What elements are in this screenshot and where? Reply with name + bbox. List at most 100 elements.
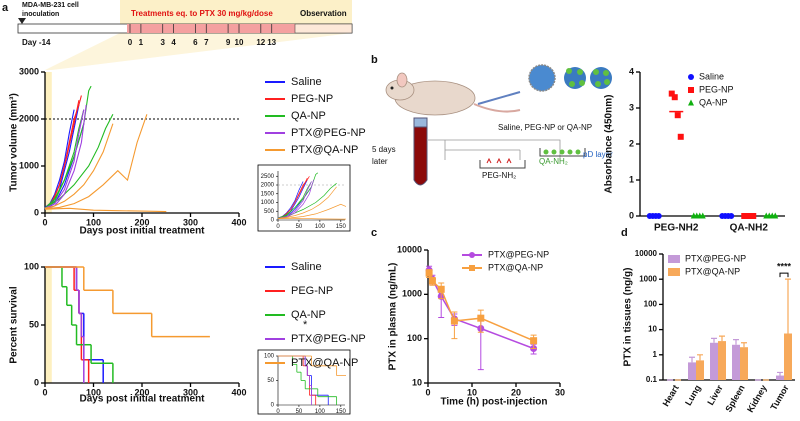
day-label: 12 — [256, 38, 265, 47]
category-label: QA-NH2 — [730, 223, 769, 234]
injection-arrow — [477, 91, 521, 105]
schematic-arrows — [428, 139, 561, 160]
x-tick-label: 150 — [336, 409, 347, 415]
legend-label: QA-NP — [699, 97, 728, 107]
day-label: 6 — [193, 38, 198, 47]
treatment-label: Treatments eq. to PTX 30 mg/kg/dose — [131, 9, 273, 18]
y-tick-label: 0 — [34, 377, 39, 387]
y-axis-label: Tumor volume (mm³) — [9, 93, 20, 192]
x-tick-label: 20 — [511, 388, 521, 398]
inset-frame — [257, 349, 351, 415]
y-tick-label: 50 — [29, 319, 39, 329]
zoom-funnel — [45, 33, 352, 70]
legend-label: PTX@PEG-NP — [488, 249, 549, 259]
x-tick-label: 10 — [467, 388, 477, 398]
y-tick-label: 1 — [629, 174, 634, 184]
y-tick-label: 2000 — [19, 113, 39, 123]
legend-swatch — [668, 268, 680, 276]
legend-label: PTX@PEG-NP — [291, 333, 366, 345]
data-point — [677, 133, 684, 140]
y-tick-label: 3000 — [19, 66, 39, 76]
legend-marker — [688, 87, 694, 93]
inset-frame — [257, 164, 351, 232]
legend-label: PEG-NP — [291, 93, 333, 105]
category-label: Liver — [705, 383, 725, 407]
x-tick-label: 100 — [86, 218, 101, 228]
legend-label: PTX@QA-NP — [291, 357, 358, 369]
legend-label: PTX@QA-NP — [685, 266, 740, 276]
x-tick-label: 150 — [336, 224, 347, 230]
data-point — [437, 285, 445, 293]
legend-swatch — [668, 255, 680, 263]
error-bar — [697, 354, 703, 361]
x-tick-label: 400 — [231, 218, 246, 228]
tumor-curve — [278, 181, 312, 219]
tumor-curve — [44, 109, 85, 209]
legend-label: Saline — [291, 261, 322, 273]
treatment-bar — [127, 24, 295, 33]
series-line — [428, 269, 534, 350]
x-tick-label: 50 — [296, 224, 303, 230]
category-label: Spleen — [723, 383, 746, 414]
y-tick-label: 10000 — [635, 249, 658, 258]
blood-tube — [413, 117, 428, 186]
annotation: **** — [777, 261, 792, 271]
data-point — [674, 112, 681, 119]
day-label: 4 — [171, 38, 176, 47]
tumor-curve — [278, 181, 304, 219]
schematic-label: Saline, PEG-NP or QA-NP — [498, 123, 592, 132]
tumor-curve — [278, 183, 337, 219]
day-label: 0 — [128, 38, 133, 47]
x-tick-label: 0 — [276, 224, 280, 230]
schematic-label: QA-NH₂ — [539, 157, 568, 166]
error-bar — [689, 356, 695, 363]
x-axis-label: Time (h) post-injection — [440, 397, 547, 408]
data-point — [477, 314, 485, 322]
x-tick-label: 0 — [42, 218, 47, 228]
day-label: 10 — [235, 38, 244, 47]
y-tick-label: 100 — [644, 300, 658, 309]
y-tick-label: 1000 — [19, 160, 39, 170]
y-tick-label: 100 — [264, 354, 275, 360]
panel-label: b — [371, 54, 378, 66]
y-tick-label: 100 — [407, 333, 422, 343]
category-label: Kidney — [745, 383, 769, 414]
y-tick-label: 0 — [271, 218, 275, 224]
bar — [776, 375, 784, 380]
y-tick-label: 2000 — [261, 183, 275, 189]
data-point — [450, 317, 458, 325]
tumor-curve — [44, 207, 167, 213]
day-label: 13 — [267, 38, 276, 47]
error-bar — [451, 311, 458, 340]
x-tick-label: 300 — [183, 388, 198, 398]
y-tick-label: 3 — [629, 102, 634, 112]
legend-marker — [469, 252, 475, 258]
y-axis-label: Percent survival — [9, 286, 20, 363]
y-tick-label: 2 — [629, 138, 634, 148]
tumor-curve — [44, 123, 114, 209]
y-tick-label: 500 — [264, 209, 275, 215]
error-bar — [719, 335, 725, 342]
legend-label: PTX@PEG-NP — [685, 253, 746, 263]
legend-marker — [469, 265, 475, 271]
schematic-label: 5 days — [372, 145, 396, 154]
x-tick-label: 400 — [231, 388, 246, 398]
y-tick-label: 10 — [412, 377, 422, 387]
day-label: 3 — [160, 38, 165, 47]
legend-label: PTX@QA-NP — [291, 144, 358, 156]
tumor-curve — [278, 172, 319, 219]
category-label: Heart — [661, 383, 681, 408]
y-tick-label: 1 — [653, 350, 658, 359]
x-axis-label: Days post initial treatment — [79, 226, 205, 237]
category-label: Lung — [683, 383, 703, 407]
legend-label: PEG-NP — [291, 285, 333, 297]
y-tick-label: 0 — [34, 207, 39, 217]
tumor-curve — [278, 217, 346, 220]
day-label: 7 — [204, 38, 209, 47]
bar — [784, 333, 792, 380]
legend-label: PTX@QA-NP — [488, 262, 543, 272]
y-tick-label: 0 — [271, 403, 275, 409]
schematic-label: PEG-NH₂ — [482, 171, 516, 180]
y-tick-label: 1000 — [639, 274, 657, 283]
data-point — [530, 337, 538, 345]
